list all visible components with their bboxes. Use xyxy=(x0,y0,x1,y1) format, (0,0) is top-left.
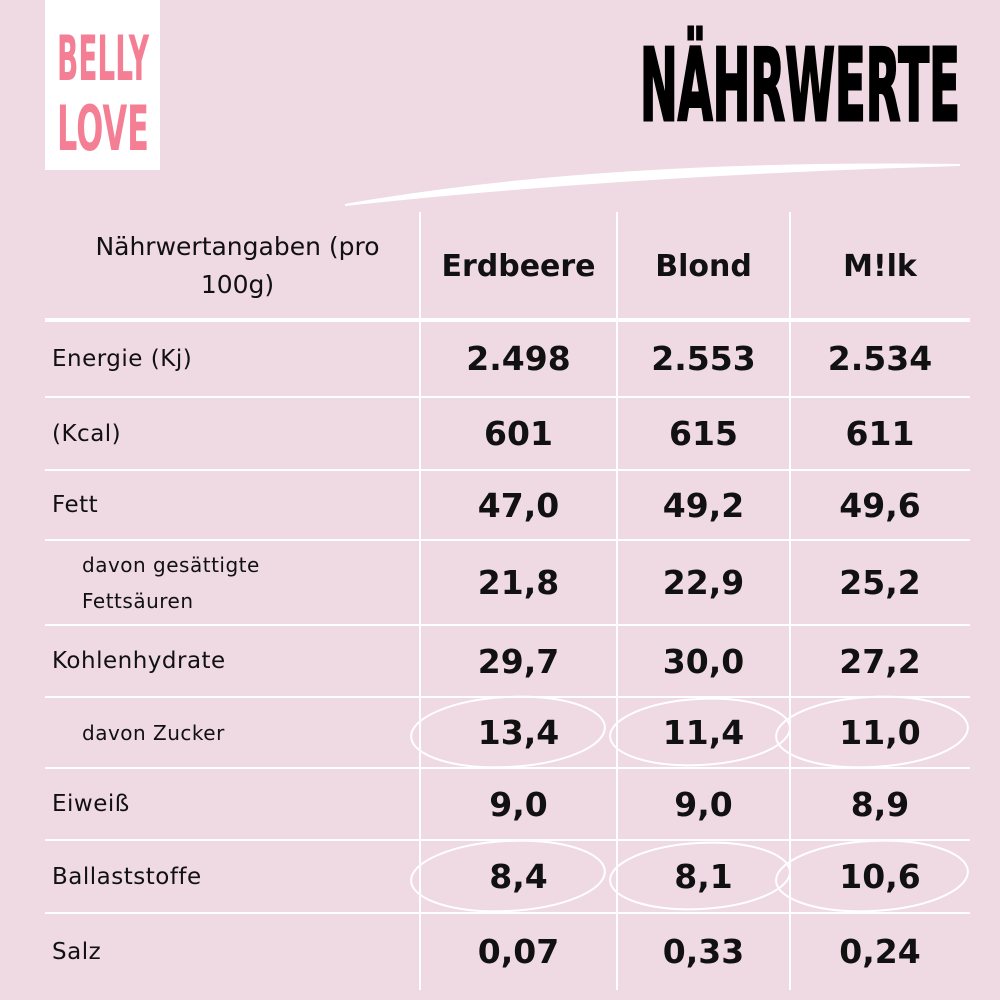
value-cell: 9,0 xyxy=(489,784,548,824)
value-cell: 0,07 xyxy=(477,932,560,971)
row-label: (Kcal) xyxy=(52,420,122,447)
value-cell: 611 xyxy=(845,414,915,453)
logo-box xyxy=(45,0,160,170)
value-cell: 8,9 xyxy=(850,784,910,824)
value-cell: 601 xyxy=(484,414,553,453)
value-cell: 2.534 xyxy=(827,339,933,378)
column-header: Blond xyxy=(655,248,752,284)
value-cell: 22,9 xyxy=(662,563,745,602)
value-cell: 27,2 xyxy=(839,641,921,681)
value-cell: 49,2 xyxy=(662,485,745,525)
row-label: Energie (Kj) xyxy=(52,345,193,372)
column-header: Nährwertangaben (pro 100g) xyxy=(95,232,380,299)
row-label: Ballaststoffe xyxy=(52,863,202,890)
logo-line: LOVE xyxy=(57,92,149,165)
value-cell: 47,0 xyxy=(477,485,560,525)
value-cell: 11,0 xyxy=(839,713,921,752)
value-cell: 29,7 xyxy=(477,641,560,681)
value-cell: 0,33 xyxy=(662,932,745,971)
row-label: davon gesättigte Fettsäuren xyxy=(82,552,260,613)
value-cell: 25,2 xyxy=(839,563,921,602)
value-cell: 8,4 xyxy=(489,857,548,896)
circles xyxy=(410,695,969,913)
value-cell: 10,6 xyxy=(839,857,921,896)
grid xyxy=(45,212,970,990)
value-cell: 30,0 xyxy=(662,641,745,681)
row-label: Eiweiß xyxy=(52,791,130,817)
value-cell: 8,1 xyxy=(674,857,733,896)
page-title: NÄHRWERTE xyxy=(640,27,960,144)
logo-line: BELLY xyxy=(57,22,149,95)
column-header: M!lk xyxy=(843,248,917,284)
row-label: davon Zucker xyxy=(82,720,225,745)
row-label: Fett xyxy=(52,492,99,518)
value-cell: 13,4 xyxy=(477,713,560,752)
value-cell: 9,0 xyxy=(674,784,733,824)
value-cell: 11,4 xyxy=(662,713,745,752)
swoosh xyxy=(344,163,961,206)
column-header: Erdbeere xyxy=(441,248,596,284)
value-cell: 49,6 xyxy=(839,485,921,525)
value-cell: 21,8 xyxy=(477,563,560,602)
value-cell: 2.498 xyxy=(466,339,571,378)
row-label: Kohlenhydrate xyxy=(52,648,226,674)
value-cell: 0,24 xyxy=(839,932,921,971)
row-label: Salz xyxy=(52,938,102,965)
value-cell: 2.553 xyxy=(651,339,756,378)
value-cell: 615 xyxy=(669,414,738,453)
